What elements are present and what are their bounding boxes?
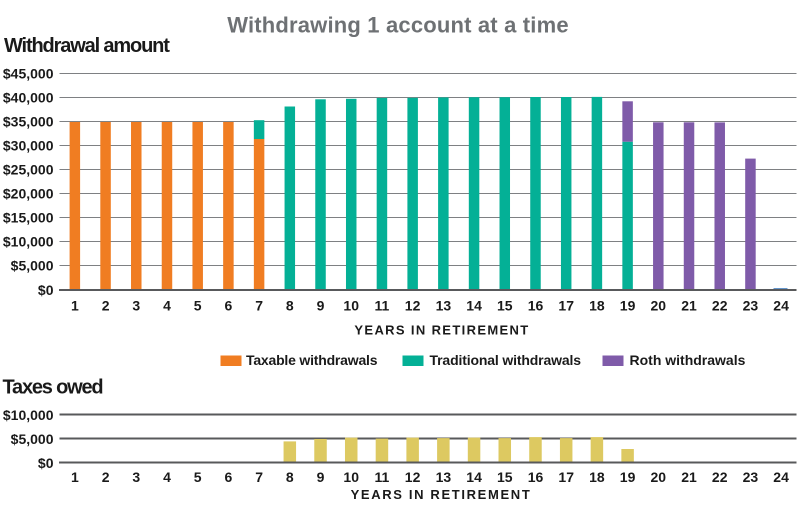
svg-text:$15,000: $15,000 [3, 209, 54, 225]
svg-text:15: 15 [497, 297, 513, 313]
svg-text:5: 5 [194, 469, 202, 485]
svg-text:9: 9 [317, 469, 325, 485]
svg-text:Traditional withdrawals: Traditional withdrawals [430, 352, 582, 368]
svg-text:10: 10 [343, 469, 359, 485]
svg-text:$40,000: $40,000 [3, 89, 54, 105]
svg-text:YEARS IN RETIREMENT: YEARS IN RETIREMENT [354, 323, 529, 338]
svg-text:Withdrawal amount: Withdrawal amount [4, 35, 170, 57]
svg-text:23: 23 [743, 469, 759, 485]
svg-text:10: 10 [343, 297, 359, 313]
svg-text:1: 1 [71, 297, 79, 313]
svg-text:17: 17 [558, 469, 574, 485]
svg-text:12: 12 [405, 297, 421, 313]
svg-text:Taxes owed: Taxes owed [3, 377, 103, 399]
svg-text:9: 9 [317, 297, 325, 313]
svg-text:21: 21 [681, 297, 697, 313]
svg-text:Roth withdrawals: Roth withdrawals [630, 352, 746, 368]
svg-text:$10,000: $10,000 [3, 407, 54, 423]
svg-text:11: 11 [374, 469, 389, 485]
svg-text:16: 16 [528, 297, 544, 313]
svg-text:3: 3 [132, 297, 140, 313]
svg-text:17: 17 [558, 297, 574, 313]
svg-text:2: 2 [102, 469, 110, 485]
svg-text:8: 8 [286, 469, 294, 485]
svg-text:6: 6 [225, 297, 233, 313]
svg-text:$25,000: $25,000 [3, 161, 54, 177]
svg-text:$30,000: $30,000 [3, 137, 54, 153]
svg-text:$45,000: $45,000 [3, 65, 54, 81]
svg-text:12: 12 [405, 469, 421, 485]
svg-text:1: 1 [71, 469, 79, 485]
svg-text:4: 4 [163, 469, 171, 485]
svg-text:19: 19 [620, 297, 636, 313]
svg-text:$5,000: $5,000 [11, 431, 54, 447]
svg-text:$0: $0 [38, 455, 54, 471]
svg-text:$0: $0 [38, 282, 54, 298]
svg-text:14: 14 [466, 297, 482, 313]
svg-text:13: 13 [436, 297, 452, 313]
svg-text:24: 24 [773, 297, 789, 313]
svg-text:20: 20 [651, 297, 667, 313]
svg-text:$20,000: $20,000 [3, 185, 54, 201]
svg-text:21: 21 [681, 469, 697, 485]
svg-text:18: 18 [589, 297, 605, 313]
svg-text:22: 22 [712, 469, 728, 485]
svg-text:13: 13 [436, 469, 452, 485]
svg-text:20: 20 [651, 469, 667, 485]
svg-text:15: 15 [497, 469, 513, 485]
svg-text:16: 16 [528, 469, 544, 485]
svg-text:23: 23 [743, 297, 759, 313]
svg-text:7: 7 [255, 469, 263, 485]
svg-text:5: 5 [194, 297, 202, 313]
svg-text:14: 14 [466, 469, 482, 485]
svg-text:7: 7 [255, 297, 263, 313]
svg-text:4: 4 [163, 297, 171, 313]
svg-text:8: 8 [286, 297, 294, 313]
svg-text:Taxable withdrawals: Taxable withdrawals [246, 352, 378, 368]
svg-text:18: 18 [589, 469, 605, 485]
svg-text:$5,000: $5,000 [11, 257, 54, 273]
svg-text:22: 22 [712, 297, 728, 313]
svg-text:$10,000: $10,000 [3, 233, 54, 249]
svg-text:2: 2 [102, 297, 110, 313]
svg-text:Withdrawing 1 account at a tim: Withdrawing 1 account at a time [227, 13, 569, 38]
svg-text:YEARS IN RETIREMENT: YEARS IN RETIREMENT [351, 487, 532, 502]
svg-text:11: 11 [374, 297, 389, 313]
svg-text:24: 24 [773, 469, 789, 485]
svg-text:3: 3 [132, 469, 140, 485]
svg-text:19: 19 [620, 469, 636, 485]
svg-text:$35,000: $35,000 [3, 113, 54, 129]
svg-text:6: 6 [225, 469, 233, 485]
